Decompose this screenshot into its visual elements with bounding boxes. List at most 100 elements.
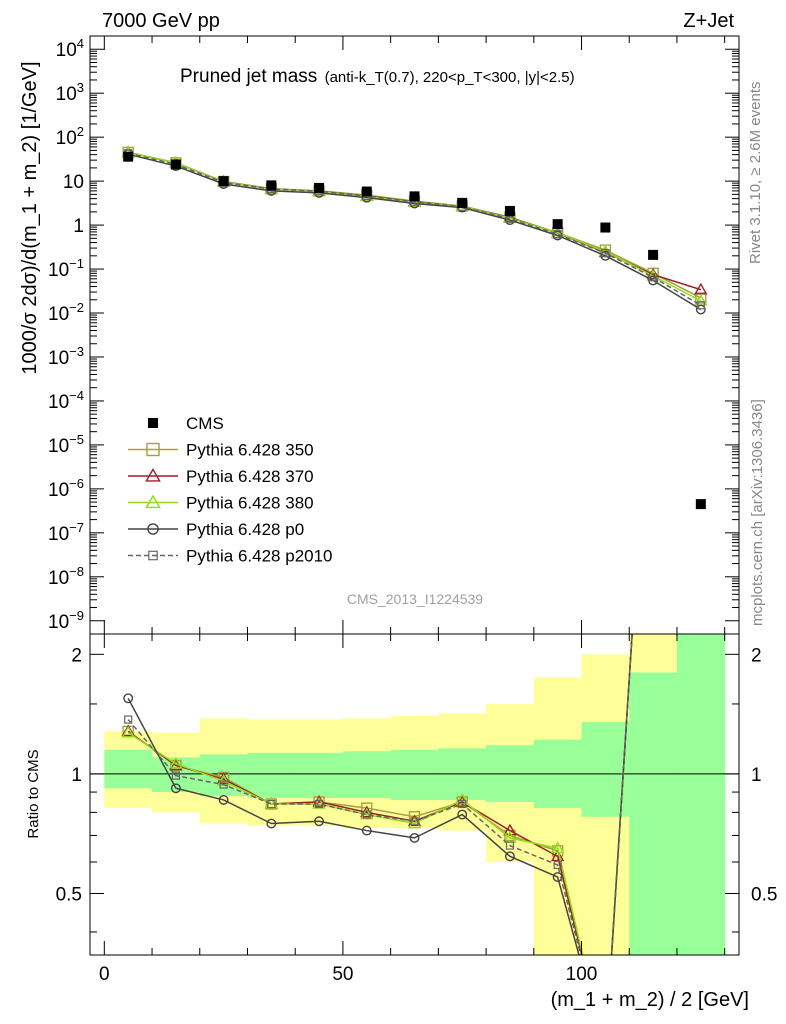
ratio-plot-frame [89,633,740,956]
ratio-point-4 [124,715,133,724]
y-tick-label: 10−3 [48,344,84,369]
ratio-uncertainty-bands [104,634,726,955]
inner-band-bin [104,749,153,789]
legend-label-4: Pythia 6.428 p2010 [186,547,333,566]
cms-data-point [314,182,325,193]
x-tick-label: 100 [566,964,598,985]
analysis-watermark: CMS_2013_I1224539 [347,591,483,607]
x-tick-label: 0 [99,964,110,985]
chart-title-detail: (anti-k_T(0.7), 220<p_T<300, |y|<2.5) [325,69,575,86]
ratio-point-4 [362,810,371,819]
y-tick-label: 10−1 [48,256,84,281]
y-tick-label: 10−5 [48,432,84,457]
rivet-version-label: Rivet 3.1.10, ≥ 2.6M events [747,82,764,265]
ratio-point-3 [457,809,468,820]
ratio-y-axis-label: Ratio to CMS [25,749,42,838]
series-point-3 [695,304,706,315]
ratio-point-2 [121,725,135,738]
ratio-point-3 [170,783,181,794]
ratio-point-1 [550,849,565,862]
ratio-tick-label-right: 1 [751,765,762,786]
cms-data-point [695,499,706,510]
ratio-point-3 [218,794,229,805]
y-tick-label: 104 [56,36,84,61]
y-axis-label: 1000/σ 2dσ)/d(m_1 + m_2) [1/GeV] [19,61,41,374]
cms-data-point [123,151,134,162]
ratio-point-4 [458,799,467,809]
inner-band-bin [295,752,344,798]
y-tick-label: 102 [56,124,84,149]
legend-cms-label: CMS [186,414,224,433]
ratio-line-4 [127,634,633,955]
cms-data-point [361,186,372,197]
ratio-point-4 [171,771,180,780]
ratio-point-1 [503,823,517,836]
ratio-tick-label-right: 0.5 [751,884,777,905]
ratio-point-1 [312,795,326,807]
outer-band-bin [581,654,630,955]
ratio-point-4 [553,860,562,870]
ratio-point-4 [267,799,276,809]
cms-data-point [600,222,611,233]
series-point-4 [696,301,705,310]
legend-marker-1 [145,467,161,482]
legend-marker-2 [145,494,161,509]
inner-band-bin [629,672,678,955]
ratio-point-2 [407,816,422,829]
ratio-point-4 [314,799,324,809]
ratio-point-4 [410,817,419,826]
cms-data-point [648,249,659,260]
chart-title-main: Pruned jet mass [180,66,317,87]
ratio-point-3 [552,872,563,882]
ratio-line-3 [127,634,633,955]
y-tick-label: 103 [56,80,84,105]
ratio-point-2 [550,841,565,854]
inner-band-bin [676,634,726,955]
ratio-line-1 [127,634,633,955]
series-line-2 [128,151,702,302]
ratio-plot-data [90,634,739,955]
ratio-point-1 [216,772,231,784]
y-tick-label: 10−4 [48,388,84,413]
legend-marker-3 [147,523,159,535]
outer-band-bin [533,677,583,955]
legend-label-0: Pythia 6.428 350 [186,441,314,460]
legend: CMS Pythia 6.428 350 Pythia 6.428 370 Pythi… [128,414,333,566]
ratio-point-2 [169,756,183,769]
legend-marker-4 [148,550,158,561]
ratio-point-3 [409,832,420,843]
ratio-tick-label: 2 [71,645,82,666]
legend-marker-0 [146,442,160,457]
ratio-point-4 [219,780,228,789]
ratio-point-4 [505,841,515,850]
ratio-point-3 [361,825,372,836]
x-tick-label: 50 [332,964,353,985]
energy-label: 7000 GeV pp [102,10,220,32]
inner-band-bin [390,749,439,800]
y-tick-label: 10−9 [48,608,84,633]
legend-label-3: Pythia 6.428 p0 [186,520,304,539]
y-tick-label: 10−8 [48,564,84,589]
ratio-tick-label-right: 2 [751,645,762,666]
series-point-1 [694,282,708,295]
series-point-4 [601,249,610,258]
main-plot-frame [89,35,740,635]
series-point-4 [553,230,562,239]
cms-data-point [552,219,563,230]
ratio-point-3 [504,851,515,862]
series-line-0 [128,151,702,299]
y-tick-label: 10−7 [48,520,84,545]
legend-label-2: Pythia 6.428 380 [186,494,314,513]
cms-data-point [457,197,468,208]
cms-data-point [266,180,277,191]
ratio-point-3 [266,818,277,829]
cms-data-point [218,176,229,187]
cms-data-point [409,191,420,202]
series-point-4 [649,273,658,282]
legend-cms-marker [148,418,158,428]
y-tick-label: 1 [73,216,84,237]
series-line-4 [128,152,702,306]
series-point-3 [648,275,659,286]
y-tick-label: 10−2 [48,300,84,325]
ratio-point-1 [360,805,374,818]
